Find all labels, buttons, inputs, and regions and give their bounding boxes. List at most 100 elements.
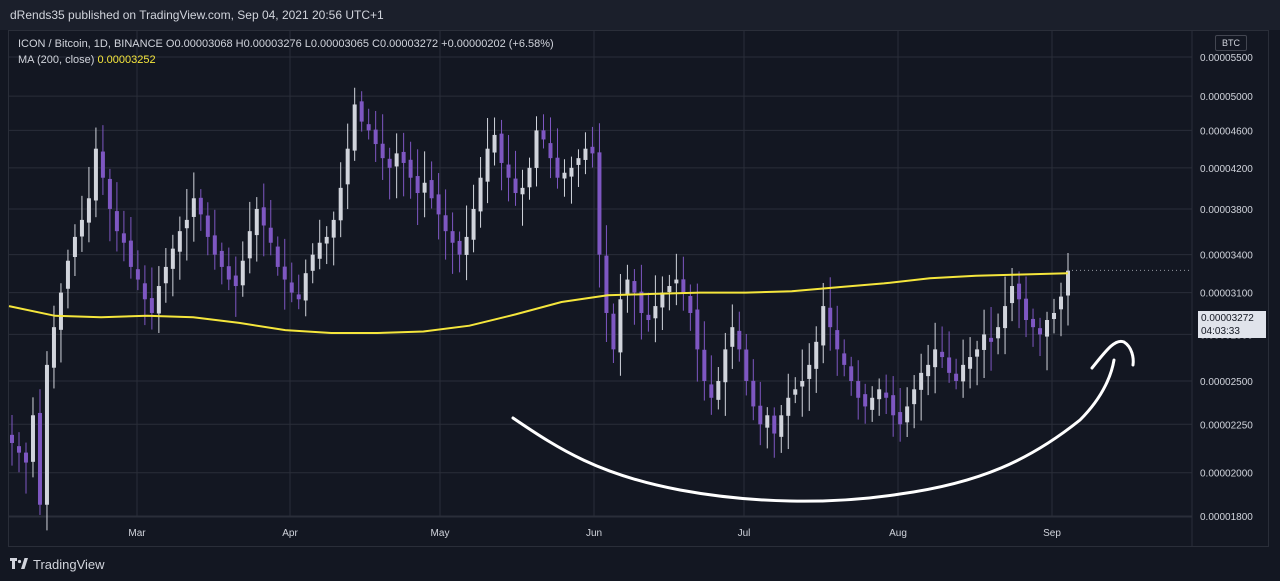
ma-value: 0.00003252 bbox=[97, 54, 156, 66]
y-tick-label: 0.00005000 bbox=[1200, 92, 1253, 103]
y-tick-label: 0.00003100 bbox=[1200, 289, 1253, 300]
candle-body bbox=[877, 389, 882, 400]
candle-body bbox=[121, 233, 126, 243]
x-tick-label: May bbox=[431, 528, 450, 539]
y-tick-label: 0.00001800 bbox=[1200, 512, 1253, 523]
candle-body bbox=[597, 152, 602, 255]
candle-body bbox=[331, 219, 336, 238]
candle-body bbox=[751, 380, 756, 407]
candle-body bbox=[289, 282, 294, 293]
candle-body bbox=[695, 309, 700, 350]
candle-body bbox=[457, 240, 462, 255]
candle-body bbox=[142, 283, 147, 300]
currency-button[interactable]: BTC bbox=[1215, 35, 1247, 51]
candle-body bbox=[401, 151, 406, 163]
candle-body bbox=[79, 219, 84, 237]
candle-body bbox=[408, 159, 413, 178]
candle-body bbox=[590, 146, 595, 154]
candle-body bbox=[681, 279, 686, 293]
candle-body bbox=[541, 130, 546, 140]
candle-body bbox=[58, 292, 63, 330]
candle-body bbox=[107, 178, 112, 209]
y-tick-label: 0.00002000 bbox=[1200, 469, 1253, 480]
candle-body bbox=[534, 130, 539, 168]
candle-body bbox=[758, 405, 763, 425]
candle-body bbox=[716, 381, 721, 400]
candle-body bbox=[849, 366, 854, 382]
candle-body bbox=[737, 330, 742, 350]
candle-body bbox=[835, 330, 840, 350]
candle-body bbox=[576, 158, 581, 165]
candle-body bbox=[779, 415, 784, 437]
candle-body bbox=[709, 384, 714, 398]
chart-frame[interactable] bbox=[8, 30, 1269, 547]
candle-body bbox=[702, 349, 707, 382]
candle-body bbox=[212, 235, 217, 255]
candle-body bbox=[933, 349, 938, 368]
x-tick-label: Jun bbox=[586, 528, 602, 539]
candle-body bbox=[65, 260, 70, 289]
candle-body bbox=[688, 296, 693, 313]
candle-body bbox=[149, 298, 154, 313]
candle-body bbox=[1031, 318, 1036, 328]
y-tick-label: 0.00004600 bbox=[1200, 126, 1253, 137]
candle-body bbox=[639, 291, 644, 313]
candle-body bbox=[44, 364, 49, 505]
candle-body bbox=[765, 415, 770, 428]
breakout-arrow-drawing bbox=[1090, 339, 1135, 370]
candle-body bbox=[1052, 312, 1057, 320]
candle-body bbox=[947, 357, 952, 373]
candle-body bbox=[254, 208, 259, 236]
candle-body bbox=[919, 372, 924, 390]
candle-body bbox=[863, 394, 868, 407]
candle-body bbox=[156, 286, 161, 314]
y-tick-label: 0.00005500 bbox=[1200, 53, 1253, 64]
candle-body bbox=[268, 227, 273, 243]
published-header: dRends35 published on TradingView.com, S… bbox=[0, 0, 1280, 30]
candle-body bbox=[660, 292, 665, 308]
candle-body bbox=[730, 327, 735, 347]
candle-body bbox=[16, 446, 21, 453]
candle-body bbox=[345, 148, 350, 185]
candle-body bbox=[184, 219, 189, 229]
candle-body bbox=[674, 279, 679, 284]
candle-body bbox=[569, 167, 574, 177]
candle-body bbox=[10, 434, 14, 443]
published-text: dRends35 published on TradingView.com, S… bbox=[10, 8, 384, 22]
candle-body bbox=[436, 194, 441, 215]
candle-body bbox=[317, 242, 322, 259]
candle-body bbox=[520, 187, 525, 195]
footer-bar: TradingView bbox=[0, 548, 1280, 581]
candle-body bbox=[555, 157, 560, 178]
candle-body bbox=[226, 266, 231, 280]
candle-body bbox=[72, 236, 77, 258]
candle-body bbox=[450, 231, 455, 243]
candle-body bbox=[1038, 328, 1043, 335]
candle-body bbox=[310, 254, 315, 271]
candle-body bbox=[429, 180, 434, 199]
candle-body bbox=[898, 412, 903, 425]
bar-countdown: 04:03:33 bbox=[1201, 326, 1240, 337]
candle-body bbox=[968, 357, 973, 369]
candle-body bbox=[247, 231, 252, 259]
candle-body bbox=[828, 307, 833, 328]
last-price-badge: 0.00003272 04:03:33 bbox=[1198, 311, 1266, 338]
candle-body bbox=[100, 151, 105, 178]
candle-body bbox=[632, 281, 637, 293]
candle-body bbox=[856, 381, 861, 398]
candle-body bbox=[1045, 320, 1050, 337]
candle-body bbox=[499, 133, 504, 163]
candle-body bbox=[989, 337, 994, 342]
candle-body bbox=[303, 273, 308, 301]
candle-body bbox=[415, 176, 420, 194]
candle-body bbox=[506, 164, 511, 178]
candle-body bbox=[926, 364, 931, 377]
candle-body bbox=[653, 306, 658, 319]
candle-body bbox=[625, 279, 630, 296]
candle-body bbox=[422, 182, 427, 193]
candle-body bbox=[198, 197, 203, 215]
x-tick-label: Mar bbox=[128, 528, 146, 539]
candle-body bbox=[37, 412, 42, 505]
footer-brand: TradingView bbox=[33, 557, 105, 572]
